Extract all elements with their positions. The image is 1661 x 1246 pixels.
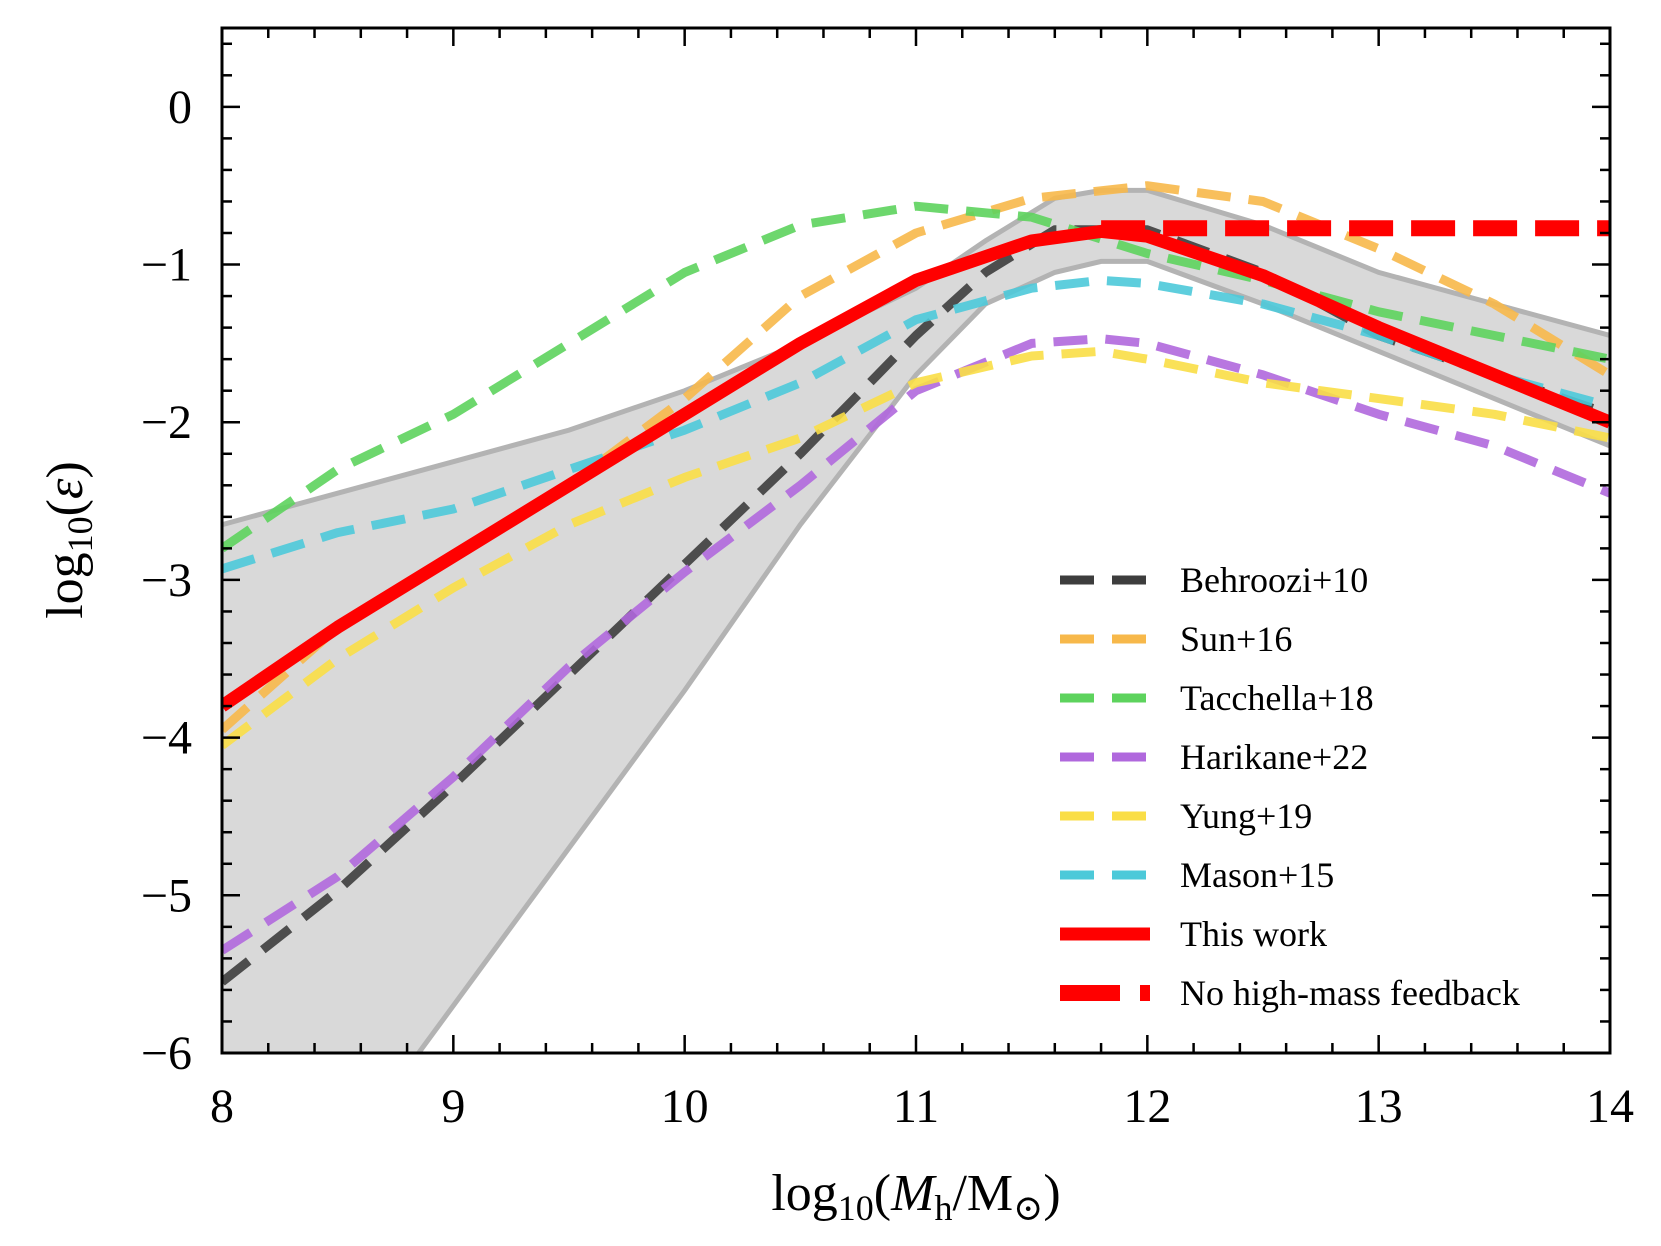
legend-label: This work [1180, 914, 1327, 954]
y-tick-label: −2 [141, 396, 192, 449]
x-tick-label: 8 [210, 1080, 234, 1133]
legend-label: Harikane+22 [1180, 737, 1368, 777]
legend: Behroozi+10 Sun+16 Tacchella+18 Harikane+22… [1060, 560, 1520, 1013]
x-tick-label: 12 [1123, 1080, 1171, 1133]
legend-label: No high-mass feedback [1180, 973, 1520, 1013]
x-tick-label: 11 [893, 1080, 939, 1133]
band-upper-edge [222, 187, 1610, 528]
y-axis-label: log10(ε) [37, 461, 100, 619]
x-tick-label: 10 [661, 1080, 709, 1133]
x-axis-label: log10(Mh/M⊙) [771, 1165, 1060, 1228]
series-line-mason-15 [222, 275, 1610, 574]
y-tick-label: −5 [141, 869, 192, 922]
axis-ticks [220, 28, 1612, 1055]
series-line-this-work [222, 224, 1610, 712]
series-line-tacchella-18 [222, 201, 1610, 553]
y-tick-label: −6 [141, 1027, 192, 1080]
legend-label: Sun+16 [1180, 619, 1292, 659]
series-line-behroozi-10 [222, 225, 1610, 986]
legend-label: Tacchella+18 [1180, 678, 1374, 718]
legend-label: Yung+19 [1180, 796, 1312, 836]
y-tick-label: −1 [141, 239, 192, 292]
x-tick-label: 9 [441, 1080, 465, 1133]
x-tick-label: 14 [1586, 1080, 1634, 1133]
y-tick-label: 0 [168, 81, 192, 134]
axis-tick-labels: 8 9 10 11 12 13 14 0 −1 −2 −3 −4 −5 −6 [141, 81, 1634, 1133]
series-line-yung-19 [222, 346, 1610, 750]
legend-label: Behroozi+10 [1180, 560, 1368, 600]
y-tick-label: −3 [141, 554, 192, 607]
legend-label: Mason+15 [1180, 855, 1334, 895]
uncertainty-band [222, 187, 1610, 1053]
series-lines [222, 181, 1610, 986]
band-lower-edge [416, 258, 1610, 1053]
band-fill [222, 190, 1610, 1053]
y-tick-label: −4 [141, 712, 192, 765]
x-tick-label: 13 [1355, 1080, 1403, 1133]
